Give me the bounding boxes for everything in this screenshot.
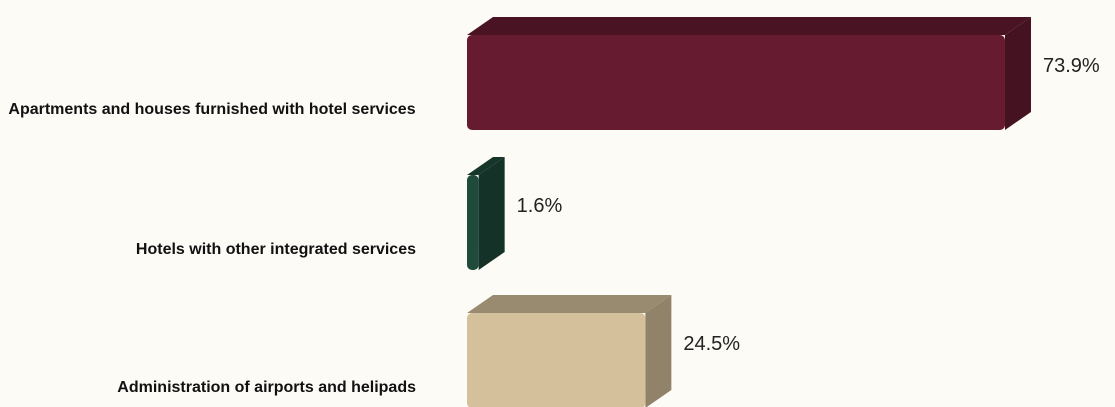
category-label: Apartments and houses furnished with hot… — [8, 101, 416, 118]
bar — [467, 175, 479, 270]
value-label: 73.9% — [1042, 55, 1100, 77]
bar — [467, 313, 646, 407]
value-label: 1.6% — [516, 195, 563, 217]
category-label: Administration of airports and helipads — [117, 379, 416, 396]
category-label: Hotels with other integrated services — [135, 241, 416, 258]
bar — [467, 35, 1005, 130]
bar-top — [467, 295, 672, 313]
bar-side — [645, 295, 672, 407]
value-label: 24.5% — [683, 333, 741, 355]
bar-side — [1004, 17, 1031, 130]
bar-side — [478, 157, 505, 270]
bar-top — [467, 17, 1031, 35]
bar-top — [467, 157, 505, 175]
